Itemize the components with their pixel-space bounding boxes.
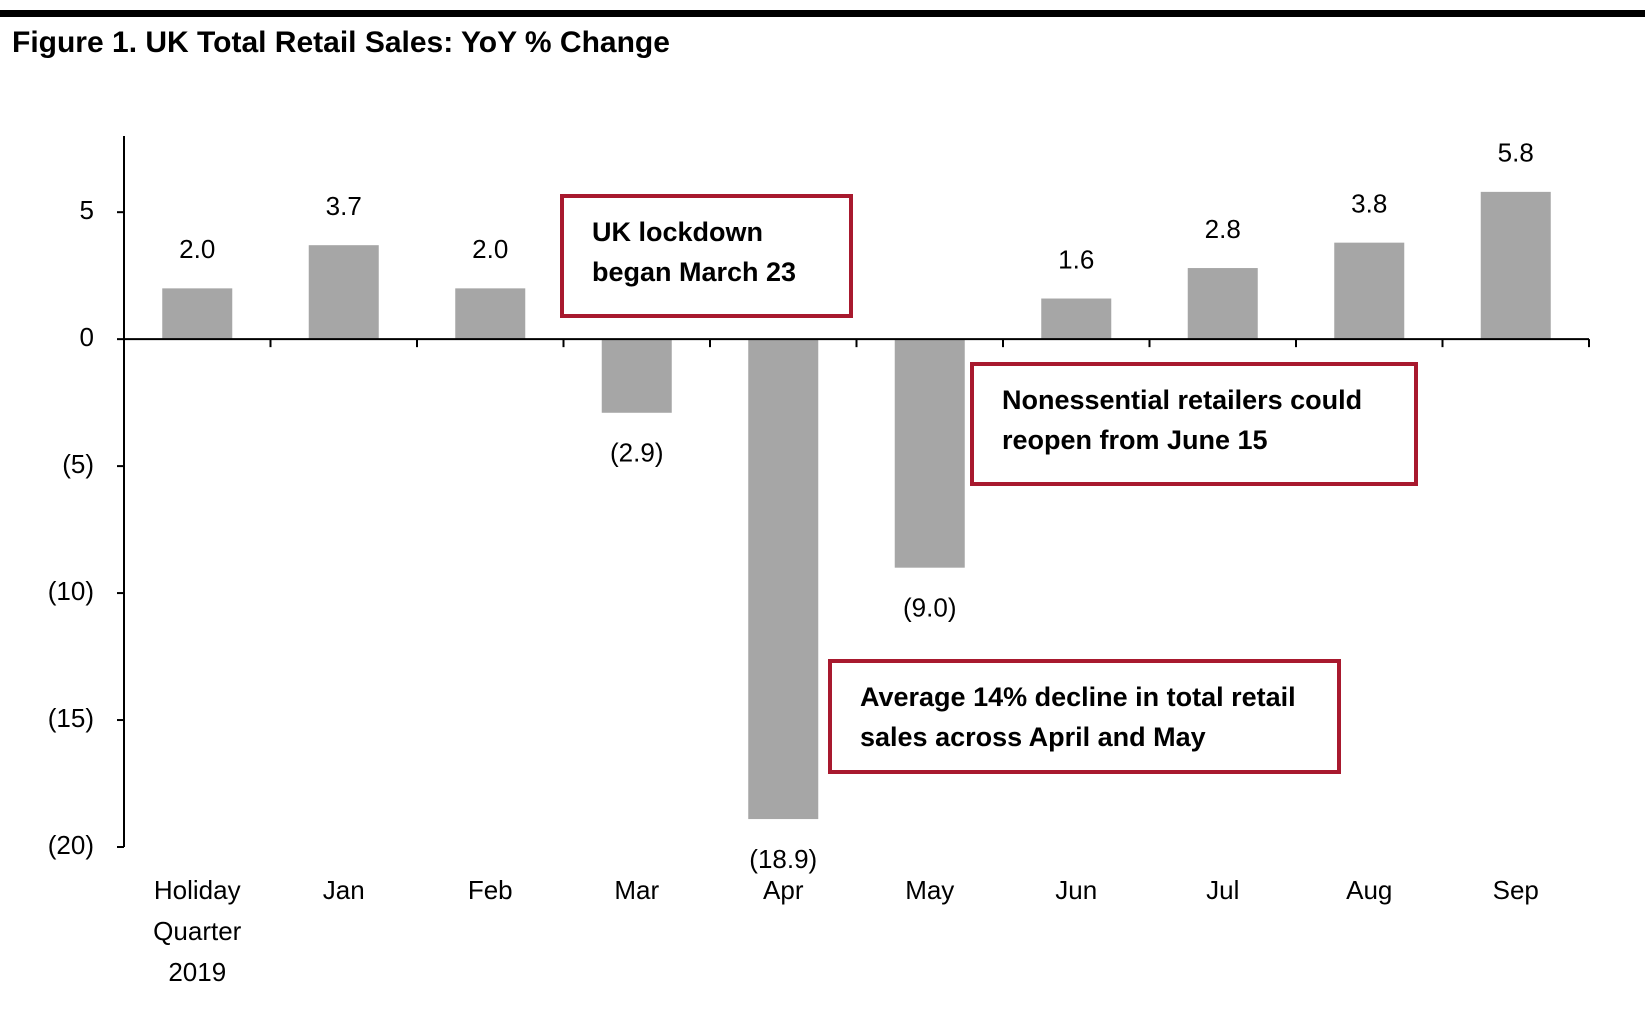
x-tick-label: Feb: [467, 875, 513, 905]
y-tick-label: 0: [80, 322, 94, 352]
bar: [1041, 298, 1112, 340]
value-label: 2.0: [179, 234, 215, 264]
bar: [455, 288, 526, 340]
x-tick-label: Apr: [763, 875, 804, 905]
x-tick-label: Jun: [1055, 875, 1098, 905]
x-tick-label: Holiday Quarter 2019: [153, 875, 242, 987]
bar: [748, 339, 819, 820]
value-label: 5.8: [1498, 138, 1534, 168]
value-label: (2.9): [610, 438, 663, 468]
bar: [1334, 242, 1405, 340]
value-label: 2.8: [1205, 214, 1241, 244]
bar: [1480, 191, 1551, 340]
y-tick-label: 5: [80, 195, 94, 225]
top-rule: [0, 10, 1645, 17]
value-label: 3.7: [326, 191, 362, 221]
x-tick-label: Jul: [1206, 875, 1240, 905]
value-label: 1.6: [1058, 244, 1094, 274]
x-tick-label: Jan: [322, 875, 365, 905]
annotation: Average 14% decline in total retail sale…: [828, 659, 1341, 774]
x-tick-label: May: [905, 875, 955, 905]
x-tick-label: Mar: [614, 875, 660, 905]
y-tick-label: (15): [48, 703, 94, 733]
x-tick-label: Aug: [1346, 875, 1393, 905]
value-label: 3.8: [1351, 189, 1387, 219]
value-label: 2.0: [472, 234, 508, 264]
chart-title: Figure 1. UK Total Retail Sales: YoY % C…: [12, 26, 670, 59]
bar: [601, 339, 672, 413]
annotation: Nonessential retailers could reopen from…: [970, 362, 1418, 486]
bar: [162, 288, 233, 340]
value-label: (18.9): [749, 844, 817, 874]
y-tick-label: (5): [62, 449, 94, 479]
annotation: UK lockdown began March 23: [560, 194, 853, 318]
y-tick-label: (20): [48, 830, 94, 860]
bar: [894, 339, 965, 568]
value-label: (9.0): [903, 593, 956, 623]
bar: [1187, 268, 1258, 340]
y-tick-label: (10): [48, 576, 94, 606]
bar: [308, 245, 379, 340]
x-tick-label: Sep: [1492, 875, 1539, 905]
